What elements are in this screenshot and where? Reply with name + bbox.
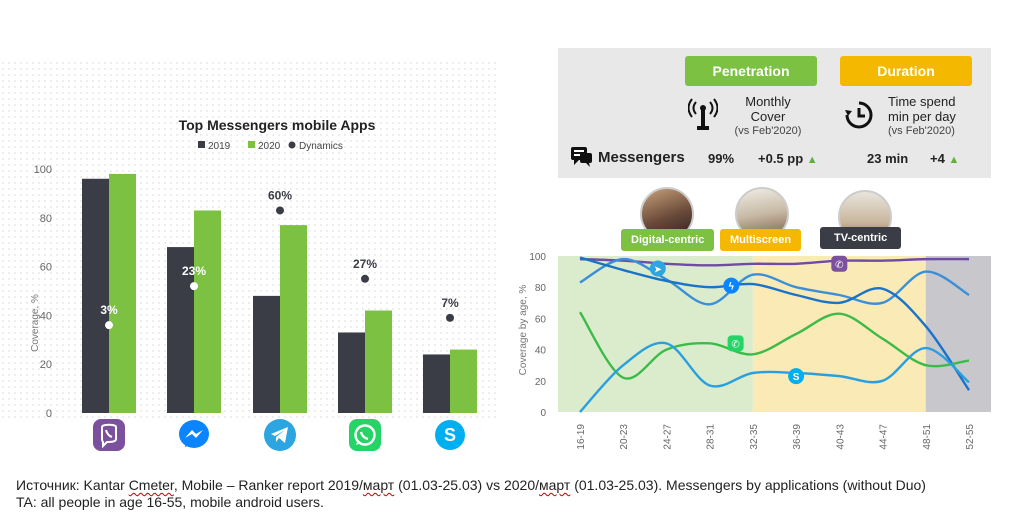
legend-label: 2020: [258, 141, 281, 152]
series-line-whatsapp: [578, 311, 970, 380]
y-tick-label: 100: [529, 252, 546, 263]
messengers-row-label: Messengers: [598, 149, 685, 166]
dynamics-dot-telegram: [276, 206, 284, 215]
dynamics-label-skype: 7%: [441, 296, 459, 310]
series-line-telegram: [579, 257, 970, 306]
dynamics-dot-whatsapp: [361, 274, 369, 283]
x-tick-label: 24-27: [662, 424, 673, 450]
skype-marker-icon: [788, 368, 805, 385]
x-tick-label: 52-55: [965, 424, 976, 450]
time-spend-label: Time spend min per day (vs Feb'2020): [888, 94, 956, 137]
skype-marker-glyph: S: [793, 372, 800, 383]
legend-swatch-2020: [248, 141, 255, 148]
skype-icon: S: [435, 420, 465, 450]
dynamics-label-telegram: 60%: [268, 188, 292, 202]
bar-2019-skype: [423, 354, 450, 413]
legend-label: 2019: [208, 141, 231, 152]
x-tick-label: 44-47: [879, 424, 890, 450]
bar-2019-messenger: [167, 247, 194, 413]
legend-swatch-2019: [198, 141, 205, 148]
cover-value: 99%: [708, 151, 735, 166]
x-tick-label: 16-19: [576, 424, 587, 450]
y-tick-label: 40: [535, 346, 547, 357]
bar-2019-telegram: [253, 295, 280, 413]
chat-icon: [571, 147, 592, 167]
time-value: 23 min: [867, 151, 909, 166]
bar-2020-telegram: [280, 225, 307, 413]
telegram-marker-icon: [649, 260, 666, 277]
bar-2020-messenger: [194, 210, 221, 413]
x-tick-label: 48-51: [922, 424, 933, 450]
y-tick-label: 80: [40, 213, 52, 225]
bar-2019-whatsapp: [338, 332, 365, 413]
dynamics-dot-messenger: [190, 282, 198, 291]
telegram-icon: [264, 419, 296, 451]
band-tv-centric: [925, 256, 991, 412]
series-line-viber: [579, 257, 970, 267]
messenger-marker-icon: [723, 277, 740, 294]
y-tick-label: 0: [540, 408, 546, 419]
bar-2020-viber: [109, 173, 136, 413]
segment-multiscreen: Multiscreen: [720, 229, 802, 251]
series-line-skype: [579, 341, 970, 413]
x-tick-label: 20-23: [619, 424, 630, 450]
y-axis-label: Coverage by age, %: [518, 285, 529, 376]
messenger-marker-glyph: ϟ: [729, 282, 735, 293]
cover-delta: +0.5 pp ▲: [758, 151, 818, 166]
kpi-panel: Penetration Duration Monthly Cover (vs F…: [558, 48, 991, 178]
x-tick-label: 28-31: [706, 424, 717, 450]
bar-2020-whatsapp: [365, 310, 392, 413]
segment-tv-centric: TV-centric: [820, 227, 902, 249]
duration-header: Duration: [840, 56, 972, 86]
y-tick-label: 100: [34, 164, 52, 176]
up-arrow-icon: ▲: [948, 154, 960, 166]
viber-marker-icon: [831, 255, 848, 272]
svg-text:S: S: [444, 425, 456, 445]
y-tick-label: 0: [46, 408, 52, 420]
dynamics-label-viber: 3%: [100, 303, 118, 317]
penetration-header: Penetration: [685, 56, 817, 86]
dynamics-dot-skype: [446, 313, 454, 322]
dynamics-dot-viber: [105, 321, 113, 330]
y-tick-label: 20: [535, 377, 547, 388]
up-arrow-icon: ▲: [806, 154, 818, 166]
whatsapp-icon: [349, 419, 381, 451]
bar-2020-skype: [450, 349, 477, 413]
whatsapp-marker-icon: [727, 335, 744, 352]
segment-digital-centric: Digital-centric: [621, 229, 715, 251]
bar-chart: Top Messengers mobile Apps 2019 2020 Dynam…: [30, 117, 477, 420]
ta-note: TA: all people in age 16-55, mobile andr…: [16, 494, 324, 510]
messenger-icon: [179, 420, 209, 448]
chart-title: Top Messengers mobile Apps: [179, 117, 376, 133]
x-tick-label: 40-43: [835, 424, 846, 450]
dynamics-label-whatsapp: 27%: [353, 257, 377, 271]
y-axis-label: Coverage, %: [30, 294, 41, 352]
dynamics-label-messenger: 23%: [182, 264, 206, 278]
viber-marker-glyph: ✆: [835, 260, 843, 271]
time-delta: +4 ▲: [930, 151, 960, 166]
x-tick-label: 36-39: [792, 424, 803, 450]
chart-legend: 2019 2020 Dynamics: [198, 141, 343, 152]
series-line-messenger: [579, 256, 970, 391]
telegram-marker-glyph: ➤: [654, 264, 662, 275]
y-tick-label: 80: [535, 283, 547, 294]
x-tick-label: 32-35: [749, 424, 760, 450]
source-note: Источник: Kantar Cmeter, Mobile – Ranker…: [16, 477, 926, 493]
y-tick-label: 40: [40, 310, 52, 322]
legend-dot-dynamics: [288, 141, 296, 149]
antenna-icon: [688, 98, 718, 130]
clock-icon: [845, 101, 873, 129]
legend-label: Dynamics: [299, 141, 343, 152]
line-chart: 100 80 60 40 20 0 16-19 20-23 24-27 28-31 32-35 36-…: [518, 252, 991, 450]
viber-icon: [93, 419, 125, 451]
bar-2019-viber: [82, 178, 109, 413]
y-tick-label: 60: [535, 314, 547, 325]
monthly-cover-label: Monthly Cover (vs Feb'2020): [734, 94, 802, 137]
y-tick-label: 20: [40, 359, 52, 371]
whatsapp-marker-glyph: ✆: [731, 339, 739, 350]
y-tick-label: 60: [40, 262, 52, 274]
